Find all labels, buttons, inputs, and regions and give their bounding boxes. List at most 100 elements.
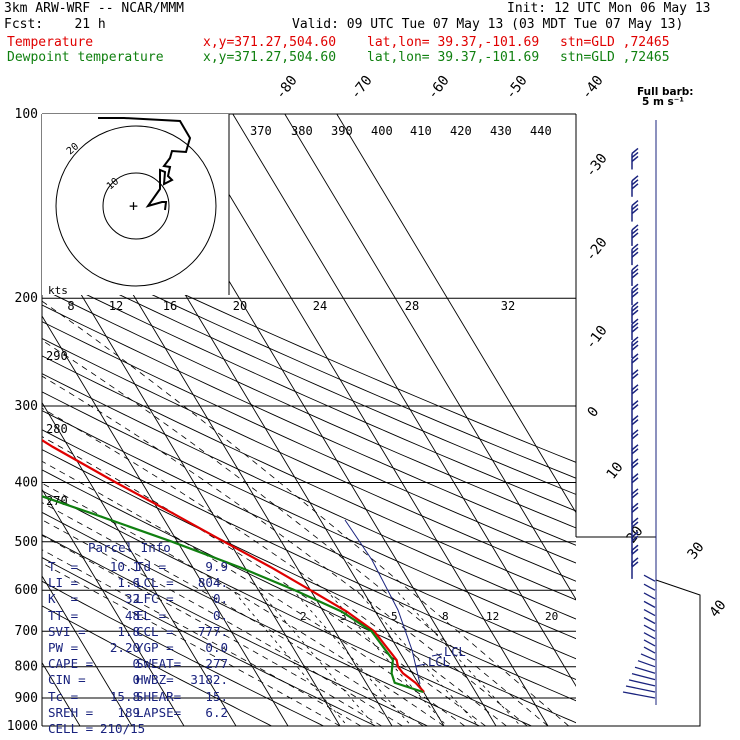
barb-flag	[631, 400, 639, 407]
mixing-ratio-line	[258, 589, 376, 726]
parcel-info-right-label: CCL =	[136, 623, 174, 639]
wind-barb	[631, 301, 639, 324]
mixing-ratio-line	[292, 589, 412, 726]
barb-flag	[631, 147, 639, 155]
barb-flag	[631, 301, 639, 308]
mixing-ratio-line	[356, 589, 480, 726]
theta-label: 440	[530, 124, 552, 138]
theta-label: 420	[450, 124, 472, 138]
lcl-label: LCL	[444, 645, 466, 659]
wind-barb-lower	[628, 679, 656, 687]
barb-flag	[631, 151, 639, 159]
parcel-path	[344, 519, 421, 685]
mixing-ratio-line	[395, 589, 522, 726]
dry-adiabat-line	[42, 257, 576, 495]
parcel-info-left-label: CAPE =	[48, 656, 94, 672]
wind-barb	[631, 318, 639, 341]
dewpoint-profile	[42, 495, 424, 694]
pressure-label: 500	[15, 535, 38, 550]
dry-adiabat-line	[42, 557, 377, 726]
parcel-info-left-label: T =	[48, 559, 79, 574]
wind-barb	[631, 369, 639, 391]
barb-flag	[631, 561, 639, 568]
barb-flag	[631, 268, 639, 275]
hodograph-trace	[98, 117, 192, 211]
dry-adiabat-line	[42, 241, 576, 479]
barb-flag	[631, 200, 639, 207]
barb-flag	[631, 502, 639, 509]
barb-flag	[631, 521, 639, 528]
barb-flag	[631, 283, 639, 290]
parcel-info-left-label: LI =	[48, 575, 79, 591]
hodograph-speed-label: 16	[163, 299, 177, 313]
parcel-info-box: Parcel Info T = 10.1 Td = 9.9 LI = 1.6 LCL = 80…	[42, 537, 230, 737]
wind-barb	[631, 336, 639, 359]
model-title: 3km ARW-WRF -- NCAR/MMM	[4, 1, 185, 16]
wind-barb-lower	[643, 574, 656, 582]
dry-adiabat-line	[42, 321, 576, 564]
barb-flag	[631, 326, 639, 333]
barb-flag	[631, 373, 639, 380]
isotherm-label: -20	[583, 235, 611, 265]
barb-flag	[631, 488, 639, 495]
moist-adiabat-line	[42, 375, 528, 726]
wind-barb-lower	[643, 616, 656, 625]
parcel-info-right-label: HWBZ=	[136, 672, 174, 688]
barb-flag	[631, 444, 639, 451]
wind-barb-lower	[643, 624, 656, 632]
parcel-info-right-label: LFC =	[136, 591, 174, 607]
isotherm-line	[42, 488, 185, 726]
parcel-info-right-label: LAPSE=	[136, 704, 182, 720]
barb-flag	[631, 492, 639, 499]
theta-label: 280	[46, 422, 68, 436]
barb-flag	[631, 179, 639, 186]
parcel-info-left-value: 1.6	[117, 575, 140, 591]
parcel-info-right-value: 777.	[197, 623, 228, 639]
wind-barb	[631, 502, 639, 525]
parcel-info-left-value: 1.8	[117, 623, 140, 639]
hodograph-speed-label: 24	[313, 299, 327, 313]
hodograph-ring	[55, 125, 217, 287]
barb-flag	[631, 531, 639, 538]
dry-adiabat-line	[42, 449, 576, 702]
wind-barb	[631, 488, 639, 510]
hodograph-unit-label: kts	[48, 284, 68, 297]
dry-adiabat-line	[42, 490, 533, 726]
barb-scale-note: Full barb: 5 m s⁻¹	[637, 86, 693, 108]
hodograph-center: +	[129, 197, 138, 215]
dry-adiabat-line	[42, 580, 325, 726]
barb-flag	[631, 224, 639, 231]
parcel-info-left-label: PW =	[48, 640, 79, 655]
barb-flag	[631, 287, 639, 294]
mixing-ratio-label: 12	[486, 610, 499, 623]
lcl-tick	[431, 653, 443, 657]
parcel-info-right-value: 0.0	[205, 640, 228, 655]
barb-flag	[631, 322, 639, 329]
parcel-info-right-label: LCL =	[136, 575, 174, 591]
barb-flag	[631, 535, 639, 542]
wind-barb-lower	[625, 685, 656, 693]
forecast-hour: Fcst: 21 h	[4, 17, 106, 32]
barb-flag	[631, 458, 639, 465]
hodograph-speed-label: 20	[233, 299, 247, 313]
isotherm-label: -60	[425, 73, 453, 103]
parcel-info-right-value: 6.2	[205, 704, 228, 720]
parcel-info-left-value: 0	[132, 656, 140, 672]
isotherm-line	[336, 114, 576, 514]
mixing-ratio-line	[232, 589, 348, 726]
theta-label: 410	[410, 124, 432, 138]
barb-flag	[631, 477, 639, 484]
barb-flag	[631, 384, 639, 391]
barb-flag	[631, 433, 639, 440]
mixing-ratio-label: 2	[300, 610, 307, 623]
parcel-info-left-label: TT =	[48, 607, 79, 623]
barb-flag	[631, 557, 639, 564]
barb-flag	[631, 473, 639, 480]
barb-flag	[631, 264, 639, 271]
isotherm-line	[42, 401, 237, 726]
dry-adiabat-line	[42, 605, 273, 726]
parcel-info-left-value: 0	[132, 672, 140, 688]
